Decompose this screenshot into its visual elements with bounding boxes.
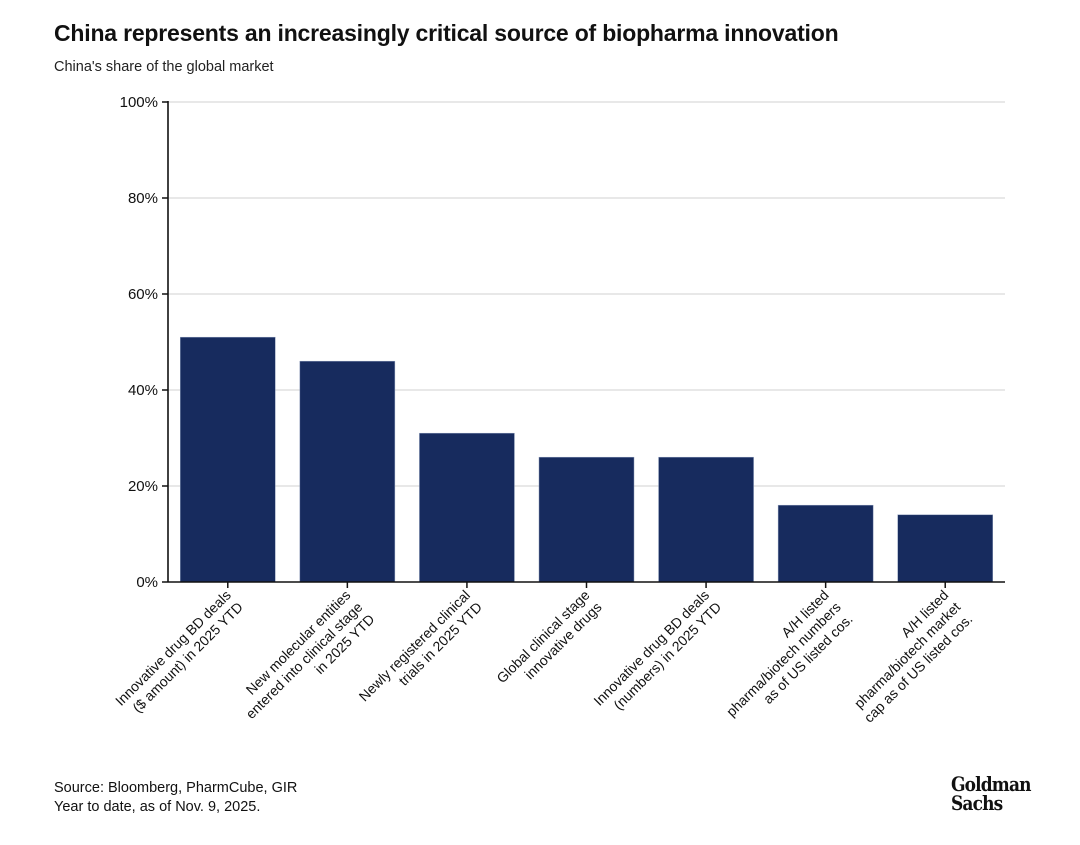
gridlines (168, 101, 1005, 487)
bar (777, 504, 874, 583)
x-tick-label: New molecular entitiesentered into clini… (230, 587, 377, 734)
bar (299, 360, 396, 583)
x-tick-label-line: pharma/biotech market (851, 599, 964, 712)
y-tick-label: 40% (128, 382, 158, 399)
y-tick-label: 60% (128, 286, 158, 303)
bar (419, 432, 515, 583)
x-tick-label-line: Newly registered clinical (356, 587, 474, 705)
bar (180, 336, 276, 583)
x-axis-ticks: Innovative drug BD deals($ amount) in 20… (112, 582, 976, 734)
y-tick-label: 80% (128, 190, 158, 207)
x-tick-label: A/H listedpharma/biotech marketcap as of… (837, 587, 976, 726)
footer-notes: Source: Bloomberg, PharmCube, GIR Year t… (54, 779, 297, 817)
x-tick-label: Newly registered clinicaltrials in 2025 … (356, 587, 486, 717)
x-tick-label: Innovative drug BD deals($ amount) in 20… (112, 587, 246, 721)
chart-subtitle: China's share of the global market (54, 59, 274, 75)
bars (180, 336, 993, 583)
y-tick-label: 0% (136, 574, 158, 591)
logo-line-1: Goldman (951, 772, 1031, 796)
x-tick-label: Innovative drug BD deals(numbers) in 202… (590, 587, 724, 721)
x-tick-label: A/H listedpharma/biotech numbersas of US… (711, 587, 856, 732)
bar (897, 514, 993, 583)
bar (658, 456, 754, 583)
bar (538, 456, 635, 583)
y-tick-label: 100% (120, 94, 158, 111)
x-tick-label-line: Innovative drug BD deals (112, 587, 234, 709)
source-note: Source: Bloomberg, PharmCube, GIR (54, 780, 298, 796)
x-tick-label-line: pharma/biotech numbers (723, 599, 844, 720)
chart-title: China represents an increasingly critica… (54, 20, 839, 46)
x-tick-label-line: entered into clinical stage (242, 599, 365, 722)
x-tick-label-line: Innovative drug BD deals (590, 587, 712, 709)
date-note: Year to date, as of Nov. 9, 2025. (54, 799, 261, 815)
goldman-sachs-logo: Goldman Sachs (951, 772, 1031, 815)
logo-line-2: Sachs (951, 791, 1003, 815)
x-tick-label-line: (numbers) in 2025 YTD (610, 599, 724, 713)
x-tick-label: Global clinical stageinnovative drugs (493, 587, 605, 699)
y-tick-label: 20% (128, 478, 158, 495)
y-axis-ticks: 0% 20% 40% 60% 80% 100% (120, 94, 168, 591)
x-tick-label-line: ($ amount) in 2025 YTD (129, 599, 246, 716)
